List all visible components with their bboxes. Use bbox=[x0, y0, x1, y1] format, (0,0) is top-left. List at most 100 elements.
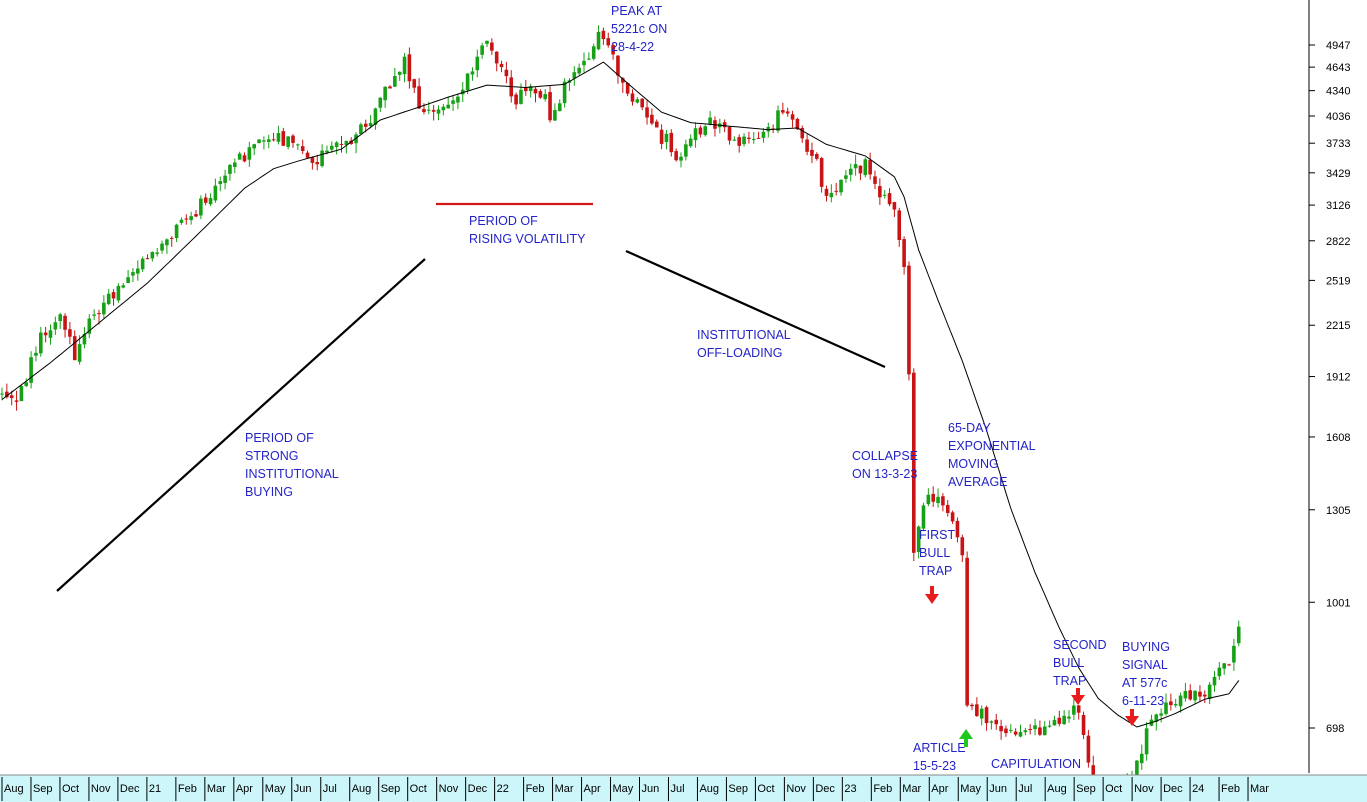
candle bbox=[698, 125, 703, 138]
x-month-label: Aug bbox=[1047, 783, 1067, 795]
candle-body bbox=[310, 157, 315, 163]
candle-body bbox=[363, 123, 368, 127]
candle-body bbox=[892, 202, 897, 210]
x-month-label: Nov bbox=[91, 783, 111, 795]
candle bbox=[9, 390, 14, 406]
candle bbox=[824, 185, 829, 202]
candle bbox=[436, 105, 441, 121]
candle bbox=[1038, 720, 1042, 737]
candle-body bbox=[815, 153, 819, 159]
candle bbox=[965, 551, 969, 708]
candle bbox=[383, 86, 387, 108]
candle bbox=[276, 125, 281, 145]
candle-body bbox=[189, 216, 193, 221]
candle-body bbox=[427, 109, 431, 111]
candle-body bbox=[795, 118, 800, 130]
candle-body bbox=[9, 395, 14, 399]
candle-body bbox=[863, 159, 868, 176]
x-month-label: 22 bbox=[497, 783, 509, 795]
candle bbox=[456, 94, 460, 110]
candle bbox=[562, 78, 567, 108]
candle-body bbox=[994, 719, 999, 725]
candle-body bbox=[179, 219, 184, 223]
candle bbox=[131, 268, 135, 283]
candle-body bbox=[873, 176, 877, 184]
candle-body bbox=[1028, 729, 1032, 731]
candle-body bbox=[19, 385, 24, 402]
candle bbox=[945, 500, 950, 517]
x-month-label: Sep bbox=[33, 783, 53, 795]
candle bbox=[601, 27, 606, 45]
y-tick-label: 4036 bbox=[1326, 111, 1350, 123]
candle-body bbox=[339, 143, 344, 145]
x-month-label: Nov bbox=[1134, 783, 1154, 795]
candle bbox=[756, 131, 761, 139]
candle-body bbox=[921, 505, 926, 529]
candle bbox=[761, 128, 766, 143]
candle bbox=[1033, 718, 1037, 736]
candle bbox=[315, 154, 320, 171]
candle bbox=[645, 100, 649, 125]
candle-body bbox=[1086, 735, 1091, 763]
candle bbox=[14, 390, 19, 411]
y-tick-label: 4340 bbox=[1326, 86, 1350, 98]
candle-body bbox=[504, 69, 509, 77]
candle bbox=[194, 209, 198, 218]
annotation-strong-buying: PERIOD OF STRONG INSTITUTIONAL BUYING bbox=[245, 431, 342, 499]
candle bbox=[363, 119, 368, 133]
candle bbox=[480, 42, 484, 59]
candle bbox=[252, 143, 256, 156]
candle-body bbox=[266, 139, 271, 143]
candle bbox=[286, 136, 290, 150]
candle-body bbox=[136, 268, 140, 274]
candle-body bbox=[1013, 731, 1018, 735]
candle-body bbox=[131, 272, 135, 276]
candle bbox=[892, 201, 897, 217]
x-month-label: Oct bbox=[410, 783, 427, 795]
candle bbox=[635, 97, 640, 104]
candle-body bbox=[703, 126, 708, 136]
candle bbox=[950, 510, 955, 525]
candle-body bbox=[562, 81, 567, 104]
x-month-label: Apr bbox=[236, 783, 253, 795]
candle-body bbox=[402, 56, 407, 75]
candle-body bbox=[199, 198, 203, 216]
candle-body bbox=[1144, 728, 1149, 755]
candle-body bbox=[979, 708, 984, 719]
candle-body bbox=[868, 159, 872, 175]
candle bbox=[514, 92, 518, 110]
candle bbox=[145, 254, 150, 260]
y-tick-label: 3126 bbox=[1326, 200, 1350, 212]
candle bbox=[242, 152, 247, 163]
y-tick-label: 698 bbox=[1326, 723, 1344, 735]
candle-body bbox=[460, 89, 465, 95]
candle bbox=[92, 309, 96, 320]
candle-body bbox=[989, 721, 994, 723]
candle-body bbox=[223, 175, 227, 183]
candle bbox=[53, 316, 58, 336]
candle-body bbox=[1169, 701, 1173, 706]
candle bbox=[34, 346, 38, 362]
x-month-label: Sep bbox=[1076, 783, 1096, 795]
candle-body bbox=[756, 137, 761, 139]
candle bbox=[684, 139, 688, 161]
candle-body bbox=[785, 111, 790, 114]
x-month-label: Jul bbox=[1018, 783, 1032, 795]
annotation-peak: PEAK AT 5221c ON 28-4-22 bbox=[611, 4, 671, 54]
candle bbox=[339, 135, 344, 153]
candle bbox=[470, 67, 475, 81]
candle bbox=[1139, 744, 1144, 770]
candle bbox=[300, 139, 305, 154]
candle bbox=[994, 713, 999, 730]
candle bbox=[1028, 724, 1032, 735]
y-tick-label: 3429 bbox=[1326, 168, 1350, 180]
candle-body bbox=[470, 71, 475, 75]
candle bbox=[882, 190, 887, 199]
candle bbox=[975, 697, 979, 717]
candle bbox=[790, 110, 795, 128]
candle-body bbox=[1183, 691, 1188, 699]
candle-body bbox=[878, 186, 882, 198]
candle bbox=[77, 335, 82, 365]
candle bbox=[43, 326, 48, 343]
candle bbox=[72, 330, 77, 361]
